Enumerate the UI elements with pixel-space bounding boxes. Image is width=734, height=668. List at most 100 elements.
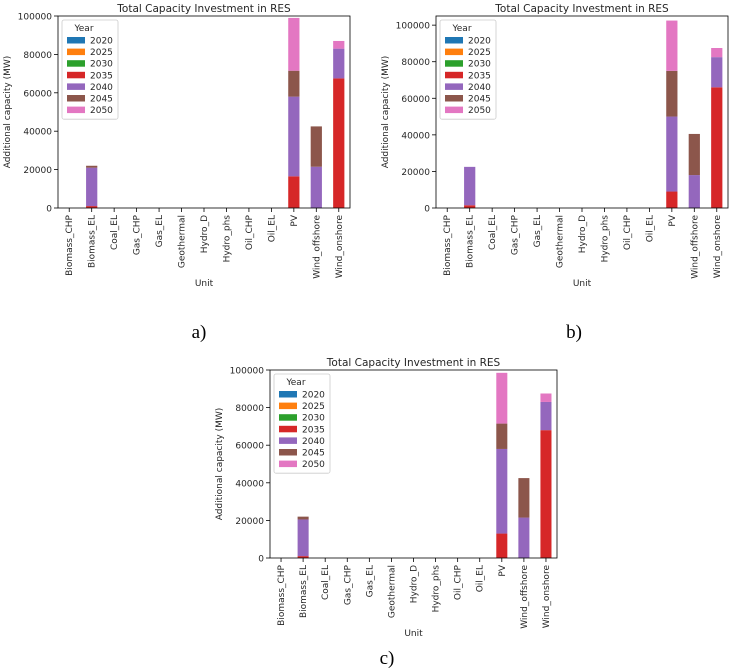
y-tick-label: 80000 xyxy=(401,58,430,68)
bar-biomass_el-2040 xyxy=(297,519,309,557)
chart-title: Total Capacity Investment in RES xyxy=(116,3,291,15)
legend-swatch-2045 xyxy=(67,95,85,102)
legend-box xyxy=(273,373,331,474)
legend-label-2035: 2035 xyxy=(468,71,491,81)
legend-swatch-2045 xyxy=(445,95,463,102)
bar-pv-2040 xyxy=(666,116,678,192)
legend-label-2050: 2050 xyxy=(302,460,325,470)
y-axis-label: Additional capacity (MW) xyxy=(215,408,225,521)
x-tick-label: Wind_offshore xyxy=(312,215,322,279)
legend-label-2045: 2045 xyxy=(90,95,113,105)
legend-swatch-2050 xyxy=(445,106,463,114)
legend-label-2045: 2045 xyxy=(468,95,491,105)
y-tick-label: 100000 xyxy=(230,367,265,377)
y-tick-label: 20000 xyxy=(401,168,430,178)
y-tick-label: 0 xyxy=(424,205,430,215)
legend-swatch-2030 xyxy=(279,414,297,421)
x-tick-label: Oil_EL xyxy=(267,215,277,242)
y-tick-label: 100000 xyxy=(396,22,431,32)
bar-wind_onshore-2035 xyxy=(540,430,552,558)
bar-pv-2040 xyxy=(496,448,508,534)
bar-pv-2050 xyxy=(666,20,678,71)
y-axis-label: Additional capacity (MW) xyxy=(3,56,13,169)
y-tick-label: 100000 xyxy=(18,13,53,23)
x-tick-label: Geothermal xyxy=(556,215,566,268)
legend-swatch-2020 xyxy=(445,37,463,44)
chart-title: Total Capacity Investment in RES xyxy=(326,357,501,369)
x-tick-label: Wind_offshore xyxy=(690,215,700,279)
x-tick-label: Biomass_CHP xyxy=(65,214,75,275)
legend-label-2045: 2045 xyxy=(302,449,325,459)
bar-pv-2035 xyxy=(496,533,508,558)
legend-label-2030: 2030 xyxy=(468,60,491,70)
caption-a: a) xyxy=(192,322,207,343)
x-tick-label: Gas_EL xyxy=(365,565,375,597)
legend-title: Year xyxy=(451,24,471,34)
bar-wind_onshore-2035 xyxy=(711,87,723,208)
bar-wind_onshore-2050 xyxy=(540,393,552,402)
legend-label-2035: 2035 xyxy=(90,71,113,81)
y-tick-label: 40000 xyxy=(401,131,430,141)
legend-label-2035: 2035 xyxy=(302,425,325,435)
x-tick-label: Biomass_CHP xyxy=(443,214,453,275)
x-tick-label: Wind_onshore xyxy=(542,565,552,629)
legend-swatch-2040 xyxy=(67,83,85,90)
legend-swatch-2020 xyxy=(279,391,297,398)
x-tick-label: Coal_EL xyxy=(321,565,331,600)
legend-swatch-2045 xyxy=(279,449,297,456)
x-tick-label: Coal_EL xyxy=(110,215,120,250)
bar-wind_onshore-2040 xyxy=(333,48,345,79)
legend-box xyxy=(439,19,497,120)
legend-swatch-2035 xyxy=(445,71,463,79)
x-tick-label: Hydro_phs xyxy=(432,565,442,613)
legend-swatch-2040 xyxy=(445,83,463,90)
bar-pv-2045 xyxy=(666,70,678,117)
legend-swatch-2020 xyxy=(67,37,85,44)
bar-wind_offshore-2045 xyxy=(310,126,322,167)
x-tick-label: Gas_CHP xyxy=(511,214,521,255)
x-tick-label: Coal_EL xyxy=(488,215,498,250)
x-tick-label: Hydro_D xyxy=(578,215,588,253)
chart-panel-c: Total Capacity Investment in RES 0 20000 40… xyxy=(215,357,558,639)
y-tick-label: 60000 xyxy=(401,95,430,105)
bar-wind_onshore-2040 xyxy=(711,57,723,88)
legend-swatch-2030 xyxy=(445,60,463,67)
y-axis-label: Additional capacity (MW) xyxy=(381,56,391,169)
x-tick-label: Oil_EL xyxy=(645,215,655,242)
legend-swatch-2035 xyxy=(279,425,297,433)
x-tick-label: Biomass_CHP xyxy=(277,564,287,625)
legend-swatch-2035 xyxy=(67,71,85,79)
x-axis-label: Unit xyxy=(404,629,423,639)
caption-b: b) xyxy=(566,322,582,343)
bar-wind_offshore-2045 xyxy=(688,133,700,176)
x-axis-label: Unit xyxy=(195,279,214,289)
x-tick-label: Hydro_D xyxy=(410,565,420,603)
bar-pv-2045 xyxy=(288,70,300,97)
legend-label-2020: 2020 xyxy=(90,37,113,47)
legend-label-2025: 2025 xyxy=(468,48,491,58)
bar-wind_onshore-2050 xyxy=(333,40,345,49)
legend-swatch-2050 xyxy=(279,460,297,468)
y-tick-label: 60000 xyxy=(23,89,52,99)
y-tick-label: 40000 xyxy=(235,479,264,489)
x-tick-label: Wind_onshore xyxy=(713,215,723,279)
y-tick-label: 80000 xyxy=(235,404,264,414)
y-tick-label: 60000 xyxy=(235,442,264,452)
legend-swatch-2050 xyxy=(67,106,85,114)
bar-pv-2050 xyxy=(288,17,300,71)
legend-swatch-2040 xyxy=(279,437,297,444)
bar-pv-2045 xyxy=(496,423,508,449)
bar-wind_offshore-2045 xyxy=(518,478,530,518)
x-tick-label: Oil_CHP xyxy=(623,214,633,250)
bar-wind_onshore-2040 xyxy=(540,401,552,431)
x-tick-label: Oil_CHP xyxy=(454,564,464,600)
x-tick-label: Gas_CHP xyxy=(133,214,143,255)
bar-pv-2035 xyxy=(666,191,678,208)
bar-biomass_el-2035 xyxy=(297,556,309,558)
legend-label-2030: 2030 xyxy=(90,60,113,70)
bar-pv-2040 xyxy=(288,96,300,177)
x-tick-label: Geothermal xyxy=(387,565,397,618)
